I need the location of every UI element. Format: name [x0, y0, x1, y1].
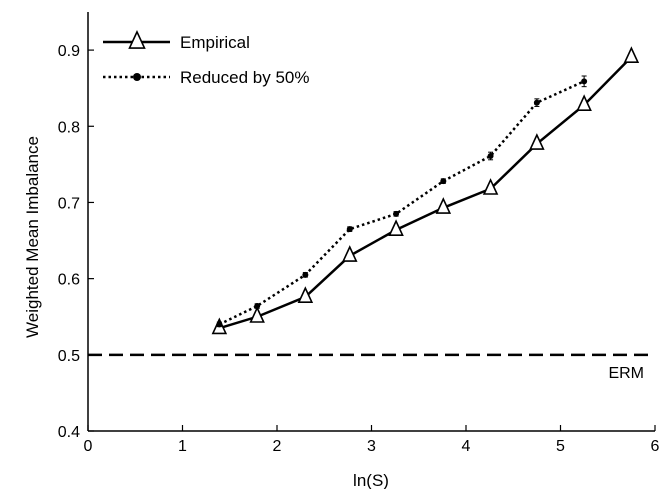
data-point: [388, 219, 404, 236]
data-point: [297, 286, 314, 303]
y-axis-label: Weighted Mean Imbalance: [23, 136, 42, 338]
legend-marker-reduced: [133, 73, 141, 81]
erm-label: ERM: [608, 365, 644, 382]
data-point: [529, 133, 545, 150]
x-tick-label: 6: [651, 438, 660, 455]
data-point: [623, 46, 640, 64]
y-tick-label: 0.4: [58, 424, 80, 441]
x-tick-label: 2: [273, 438, 282, 455]
series-empirical: [211, 46, 640, 335]
data-point: [581, 78, 588, 85]
x-tick-label: 3: [367, 438, 376, 455]
data-point: [533, 99, 540, 106]
data-point: [440, 178, 447, 185]
data-point: [487, 152, 494, 159]
data-point: [342, 245, 358, 262]
legend-marker-empirical: [128, 29, 146, 49]
series-line: [218, 56, 633, 330]
y-tick-label: 0.7: [58, 195, 80, 212]
data-point: [249, 306, 265, 323]
x-tick-label: 0: [84, 438, 93, 455]
y-tick-label: 0.5: [58, 348, 80, 365]
y-tick-label: 0.6: [58, 272, 80, 289]
legend-label-empirical: Empirical: [180, 33, 250, 52]
x-tick-label: 5: [556, 438, 565, 455]
legend-label-reduced: Reduced by 50%: [180, 68, 309, 87]
y-tick-label: 0.8: [58, 119, 80, 136]
y-tick-label: 0.9: [58, 43, 80, 60]
series-reduced: [216, 75, 588, 328]
data-point: [346, 226, 353, 233]
series-line: [218, 80, 585, 326]
x-tick-label: 1: [178, 438, 187, 455]
series-group: [211, 46, 640, 335]
data-point: [254, 303, 261, 310]
x-axis-label: ln(S): [353, 471, 389, 489]
axes: 0 1 2 3 4 5 6 0.4 0.5 0.6 0.7 0.8 0.9: [58, 12, 660, 455]
data-point: [302, 271, 309, 278]
legend: Empirical Reduced by 50%: [103, 29, 309, 87]
data-point: [435, 197, 452, 214]
data-point: [576, 94, 592, 112]
reference-line-group: ERM: [88, 353, 655, 382]
data-point: [393, 210, 400, 217]
x-tick-label: 4: [462, 438, 471, 455]
data-point: [482, 178, 499, 195]
data-point: [216, 321, 223, 328]
